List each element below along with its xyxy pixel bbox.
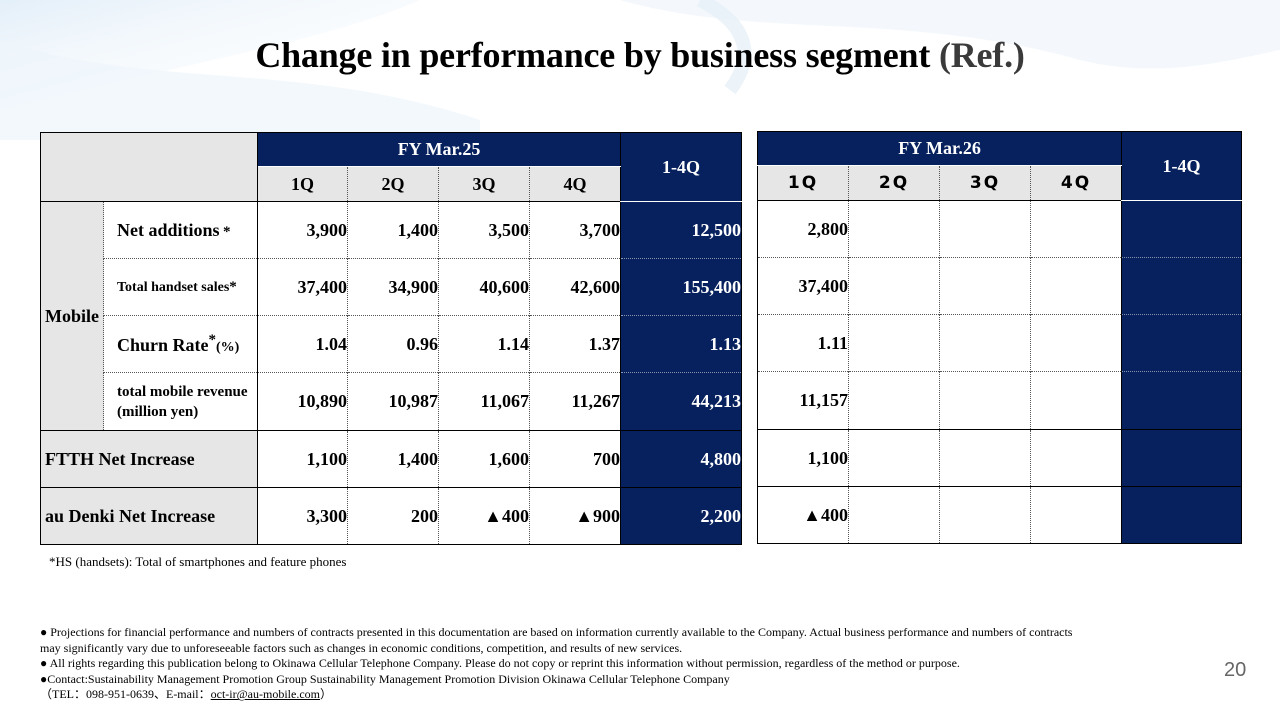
fy26-handset-sales-q2 — [848, 257, 940, 315]
fy25-denki-total: 2,200 — [620, 487, 742, 545]
disclaimer-line-4: ●Contact:Sustainability Management Promo… — [40, 671, 730, 686]
disclaimer-line-2: may significantly vary due to unforeseea… — [40, 640, 683, 655]
fy25-denki-q3: ▲400 — [438, 487, 530, 545]
fy25-ftth-total: 4,800 — [620, 430, 742, 488]
fy25-handset-sales-q2: 34,900 — [347, 258, 439, 316]
fy25-handset-sales-total: 155,400 — [620, 258, 742, 316]
fy26-handset-sales-total — [1121, 257, 1242, 315]
fy25-handset-sales-q4: 42,600 — [528, 258, 621, 316]
fy25-handset-sales-q1: 37,400 — [257, 258, 348, 316]
row-label-handset-sales: Total handset sales* — [103, 258, 258, 316]
fy26-handset-sales-q3 — [939, 257, 1031, 315]
fy25-q4-header: 4Q — [528, 166, 621, 202]
row-label-net-additions: Net additions * — [103, 201, 258, 259]
fy26-q4-header: 4Q — [1029, 165, 1122, 201]
fy26-net-additions-q2 — [848, 200, 940, 258]
fy25-denki-q1: 3,300 — [257, 487, 348, 545]
fy25-total-header: 1-4Q — [620, 132, 742, 202]
fy25-net-additions-q1: 3,900 — [257, 201, 348, 259]
page-title: Change in performance by business segmen… — [0, 34, 1280, 76]
fy25-churn-q1: 1.04 — [257, 315, 348, 373]
disclaimer-line-3: ● All rights regarding this publication … — [40, 656, 960, 671]
fy26-revenue-q1: 11,157 — [757, 371, 849, 430]
fy25-revenue-total: 44,213 — [620, 372, 742, 431]
page-number: 20 — [1224, 659, 1247, 681]
disclaimer: ● Projections for financial performance … — [40, 625, 1220, 703]
fy25-churn-total: 1.13 — [620, 315, 742, 373]
fy25-handset-sales-q3: 40,600 — [438, 258, 530, 316]
fy26-header: FY Mar.26 — [757, 131, 1122, 166]
fy25-ftth-q2: 1,400 — [347, 430, 439, 488]
fy26-ftth-total — [1121, 429, 1242, 487]
fy25-revenue-q4: 11,267 — [528, 372, 621, 431]
fy26-churn-q3 — [939, 314, 1031, 372]
fy25-q1-header: 1Q — [257, 166, 348, 202]
segment-ftth: FTTH Net Increase — [40, 430, 258, 488]
fy26-ftth-q3 — [939, 429, 1031, 487]
fy26-handset-sales-q1: 37,400 — [757, 257, 849, 315]
fy25-header: FY Mar.25 — [257, 132, 621, 167]
fy25-net-additions-q2: 1,400 — [347, 201, 439, 259]
contact-email-link[interactable]: oct-ir@au-mobile.com — [210, 687, 320, 702]
fy25-net-additions-total: 12,500 — [620, 201, 742, 259]
fy26-total-header: 1-4Q — [1121, 131, 1242, 201]
fy26-ftth-q1: 1,100 — [757, 429, 849, 487]
fy25-churn-q3: 1.14 — [438, 315, 530, 373]
fy25-churn-q2: 0.96 — [347, 315, 439, 373]
fy25-churn-q4: 1.37 — [528, 315, 621, 373]
fy26-net-additions-q3 — [939, 200, 1031, 258]
fy26-net-additions-q1: 2,800 — [757, 200, 849, 258]
fy26-ftth-q4 — [1029, 429, 1122, 487]
fy26-revenue-q3 — [939, 371, 1031, 430]
fy25-net-additions-q4: 3,700 — [528, 201, 621, 259]
fy26-churn-total — [1121, 314, 1242, 372]
fy26-net-additions-total — [1121, 200, 1242, 258]
segment-mobile: Mobile — [40, 201, 104, 431]
fy25-net-additions-q3: 3,500 — [438, 201, 530, 259]
fy26-q1-header: 1Q — [757, 165, 849, 201]
fy26-denki-q1: ▲400 — [757, 486, 849, 544]
fy26-revenue-total — [1121, 371, 1242, 430]
fy26-denki-total — [1121, 486, 1242, 544]
fy25-q2-header: 2Q — [347, 166, 439, 202]
fy26-table: FY Mar.26 1-4Q 1Q 2Q 3Q 4Q 2,800 37,400 … — [757, 131, 1243, 544]
fy26-denki-q2 — [848, 486, 940, 544]
fy25-revenue-q3: 11,067 — [438, 372, 530, 431]
handset-footnote: *HS (handsets): Total of smartphones and… — [49, 554, 347, 569]
fy26-churn-q2 — [848, 314, 940, 372]
title-ref: (Ref.) — [938, 35, 1025, 75]
fy25-table: FY Mar.25 1-4Q 1Q 2Q 3Q 4Q Mobile Net ad… — [40, 132, 743, 545]
fy26-ftth-q2 — [848, 429, 940, 487]
fy26-denki-q4 — [1029, 486, 1122, 544]
fy25-ftth-q3: 1,600 — [438, 430, 530, 488]
fy26-net-additions-q4 — [1029, 200, 1122, 258]
fy25-denki-q4: ▲900 — [528, 487, 621, 545]
fy26-revenue-q2 — [848, 371, 940, 430]
fy25-q3-header: 3Q — [438, 166, 530, 202]
row-label-mobile-revenue: total mobile revenue (million yen) — [103, 372, 258, 431]
background-wave-decoration — [0, 0, 1280, 140]
segment-au-denki: au Denki Net Increase — [40, 487, 258, 545]
fy26-q2-header: 2Q — [848, 165, 940, 201]
fy26-handset-sales-q4 — [1029, 257, 1122, 315]
corner-cell — [40, 132, 258, 202]
fy26-churn-q1: 1.11 — [757, 314, 849, 372]
title-main: Change in performance by business segmen… — [255, 35, 939, 75]
fy26-revenue-q4 — [1029, 371, 1122, 430]
fy25-denki-q2: 200 — [347, 487, 439, 545]
disclaimer-line-1: ● Projections for financial performance … — [40, 625, 1073, 639]
fy26-churn-q4 — [1029, 314, 1122, 372]
fy25-revenue-q1: 10,890 — [257, 372, 348, 431]
contact-line: （TEL：098-951-0639、E-mail：oct-ir@au-mobil… — [40, 687, 333, 702]
fy26-q3-header: 3Q — [939, 165, 1031, 201]
fy25-revenue-q2: 10,987 — [347, 372, 439, 431]
fy25-ftth-q4: 700 — [528, 430, 621, 488]
row-label-churn-rate: Churn Rate*(%) — [103, 315, 258, 373]
fy25-ftth-q1: 1,100 — [257, 430, 348, 488]
fy26-denki-q3 — [939, 486, 1031, 544]
